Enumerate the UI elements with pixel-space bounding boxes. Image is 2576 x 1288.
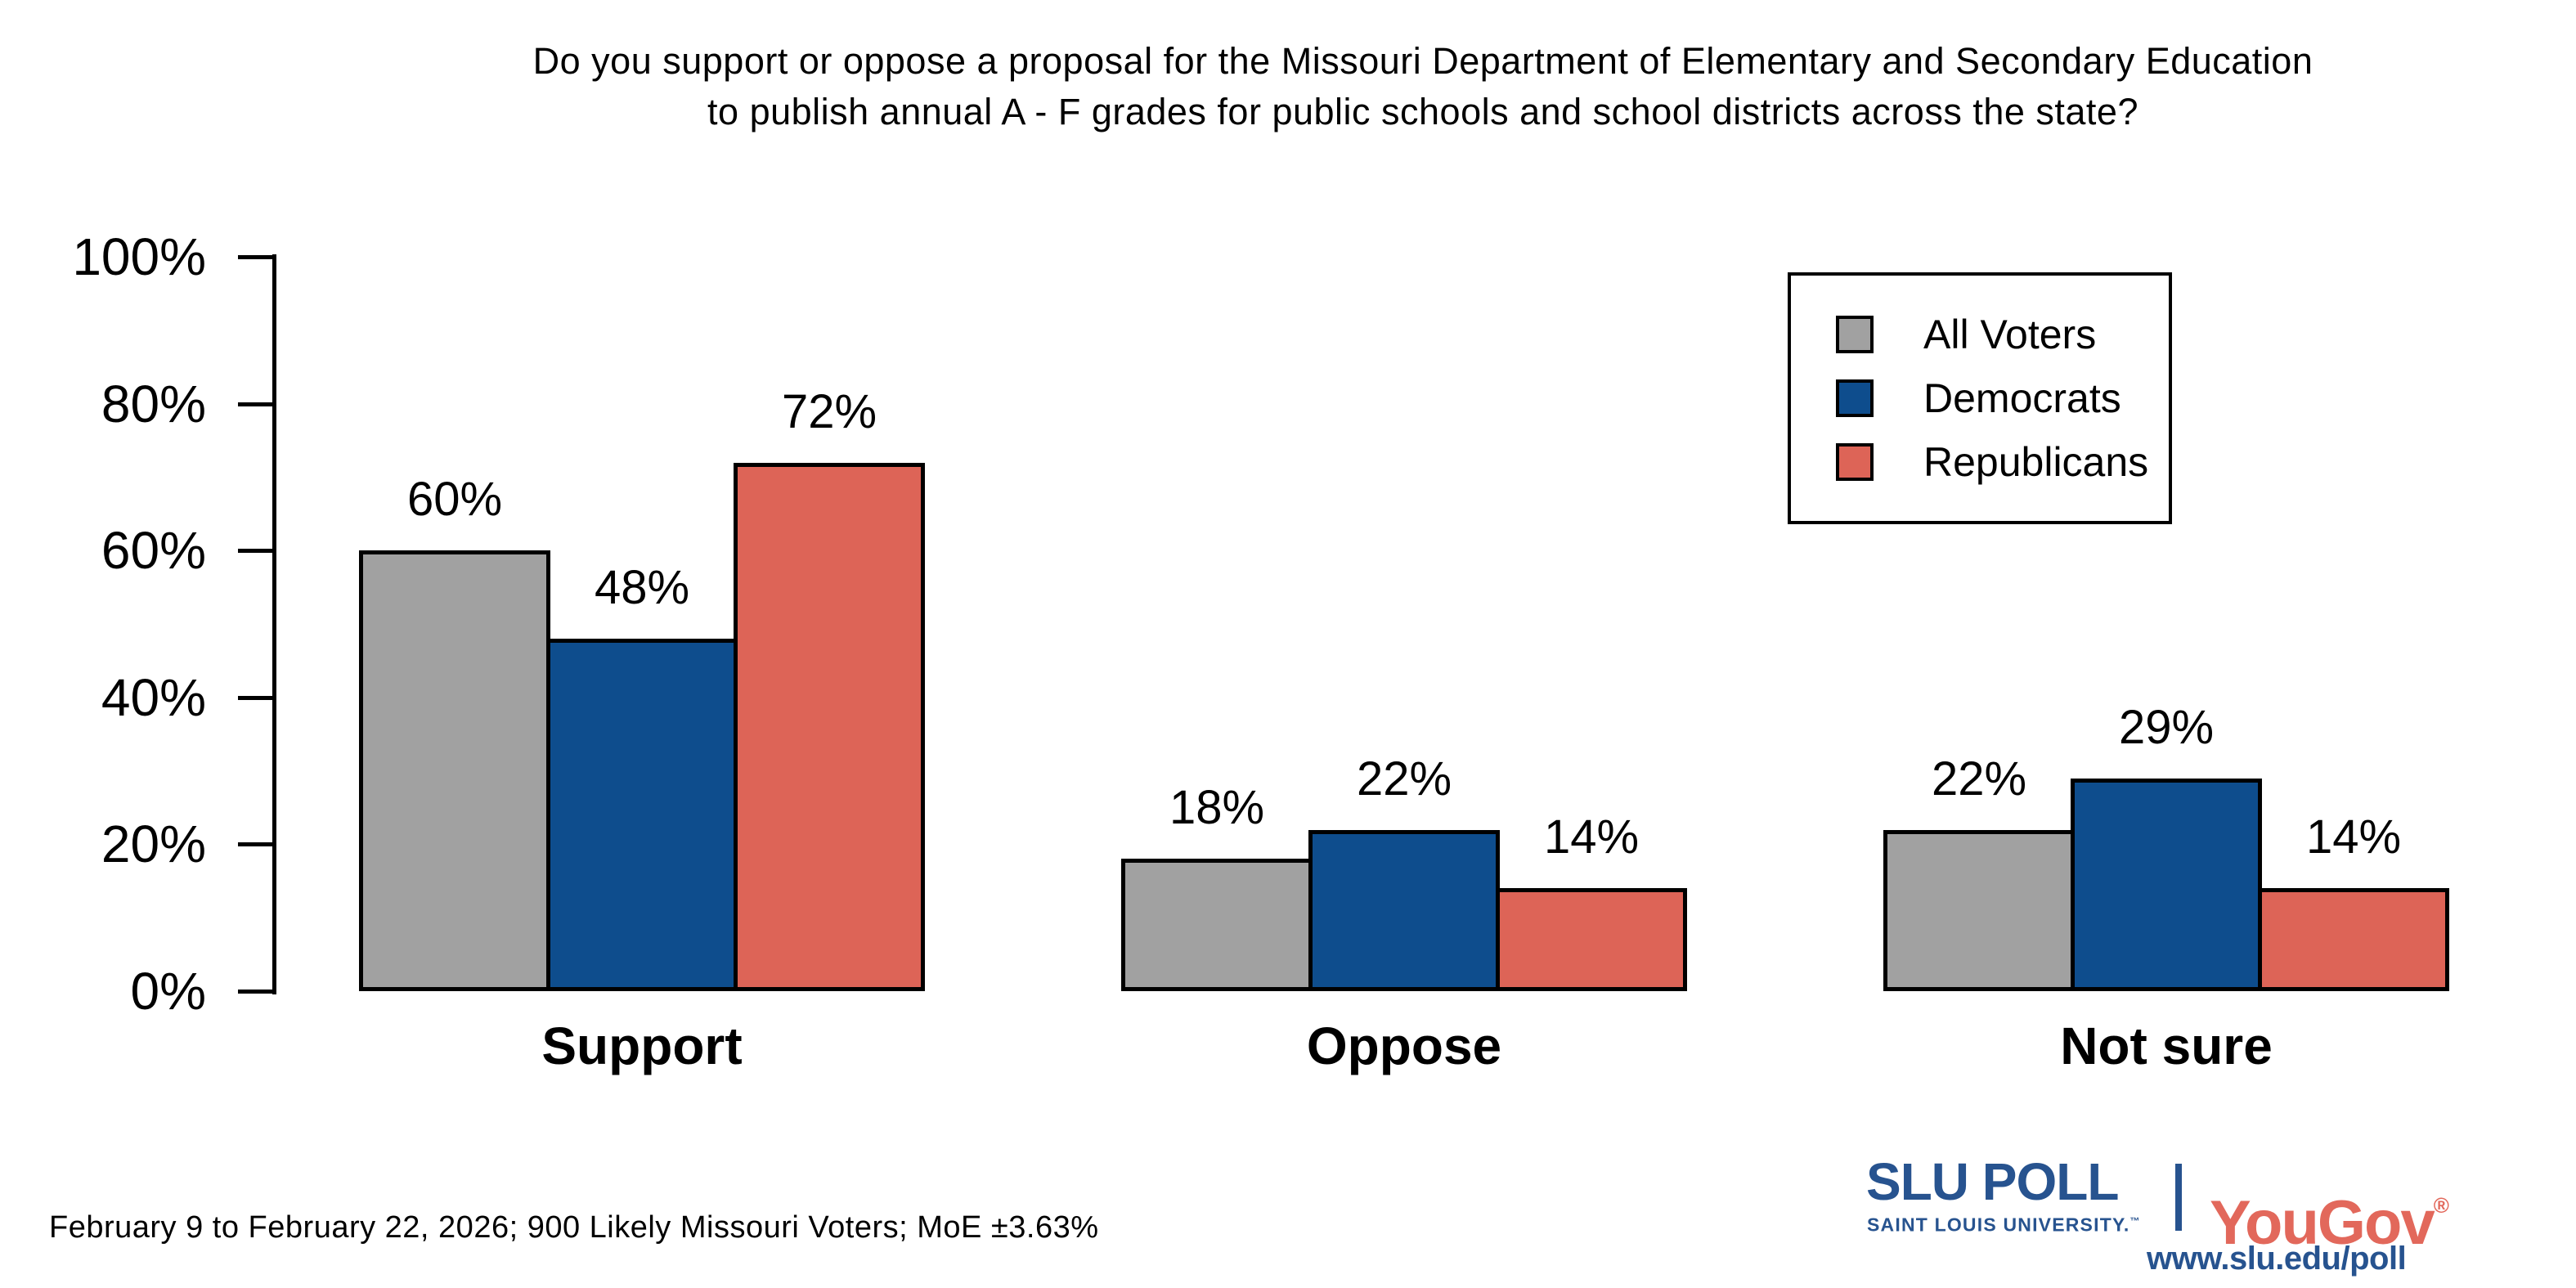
y-axis-tick <box>238 990 274 994</box>
y-axis-tick <box>238 842 274 846</box>
legend-swatch-democrats <box>1836 379 1874 417</box>
y-axis-tick <box>238 255 274 259</box>
y-axis-tick <box>238 549 274 553</box>
value-label-oppose-democrats: 22% <box>1356 752 1452 806</box>
y-axis-tick <box>238 402 274 406</box>
source-note: February 9 to February 22, 2026; 900 Lik… <box>49 1210 1099 1245</box>
group-label-oppose: Oppose <box>1306 1016 1502 1075</box>
y-axis-tick <box>238 696 274 700</box>
brand-divider-bar <box>2175 1164 2182 1231</box>
legend-label-all-voters: All Voters <box>1923 312 2097 357</box>
bar-oppose-democrats <box>1308 830 1500 991</box>
value-label-not-sure-all-voters: 22% <box>1931 752 2027 806</box>
slu-poll-url: www.slu.edu/poll <box>2147 1241 2407 1277</box>
y-axis-tick-label: 20% <box>101 815 206 873</box>
bar-oppose-republicans <box>1496 888 1687 991</box>
bar-not-sure-all-voters <box>1883 830 2075 991</box>
value-label-oppose-all-voters: 18% <box>1169 781 1265 834</box>
value-label-support-all-voters: 60% <box>406 473 503 526</box>
value-label-oppose-republicans: 14% <box>1543 810 1640 864</box>
legend-label-republicans: Republicans <box>1923 439 2149 485</box>
bar-oppose-all-voters <box>1121 859 1313 991</box>
legend-box: All Voters Democrats Republicans <box>1788 272 2172 524</box>
slu-university-text: SAINT LOUIS UNIVERSITY. <box>1867 1214 2130 1236</box>
y-axis-tick-label: 60% <box>101 521 206 580</box>
value-label-not-sure-republicans: 14% <box>2305 810 2402 864</box>
y-axis-tick-label: 100% <box>72 227 206 286</box>
bar-not-sure-republicans <box>2258 888 2449 991</box>
chart-title: Do you support or oppose a proposal for … <box>278 36 2568 137</box>
yougov-logo: YouGov® <box>2210 1173 2449 1256</box>
yougov-wordmark: YouGov <box>2210 1188 2435 1258</box>
bar-support-all-voters <box>359 550 550 991</box>
slu-poll-logo: SLU POLL <box>1866 1152 2119 1211</box>
y-axis-tick-label: 80% <box>101 375 206 433</box>
value-label-support-republicans: 72% <box>781 385 877 438</box>
y-axis-line <box>272 254 276 994</box>
value-label-support-democrats: 48% <box>594 561 690 614</box>
registered-symbol: ® <box>2433 1193 2449 1218</box>
group-label-support: Support <box>541 1016 743 1075</box>
chart-title-line1: Do you support or oppose a proposal for … <box>532 40 2313 82</box>
y-axis-tick-label: 40% <box>101 668 206 727</box>
bar-support-republicans <box>734 463 925 991</box>
legend-swatch-republicans <box>1836 443 1874 481</box>
slu-university-label: SAINT LOUIS UNIVERSITY.™ <box>1867 1211 2141 1235</box>
legend-label-democrats: Democrats <box>1923 375 2121 421</box>
y-axis-tick-label: 0% <box>130 962 207 1021</box>
legend-swatch-all-voters <box>1836 316 1874 353</box>
bar-support-democrats <box>546 639 738 991</box>
value-label-not-sure-democrats: 29% <box>2118 701 2215 754</box>
trademark-symbol: ™ <box>2129 1215 2141 1227</box>
chart-title-line2: to publish annual A - F grades for publi… <box>707 91 2138 132</box>
group-label-not-sure: Not sure <box>2060 1016 2273 1075</box>
bar-not-sure-democrats <box>2071 779 2262 991</box>
